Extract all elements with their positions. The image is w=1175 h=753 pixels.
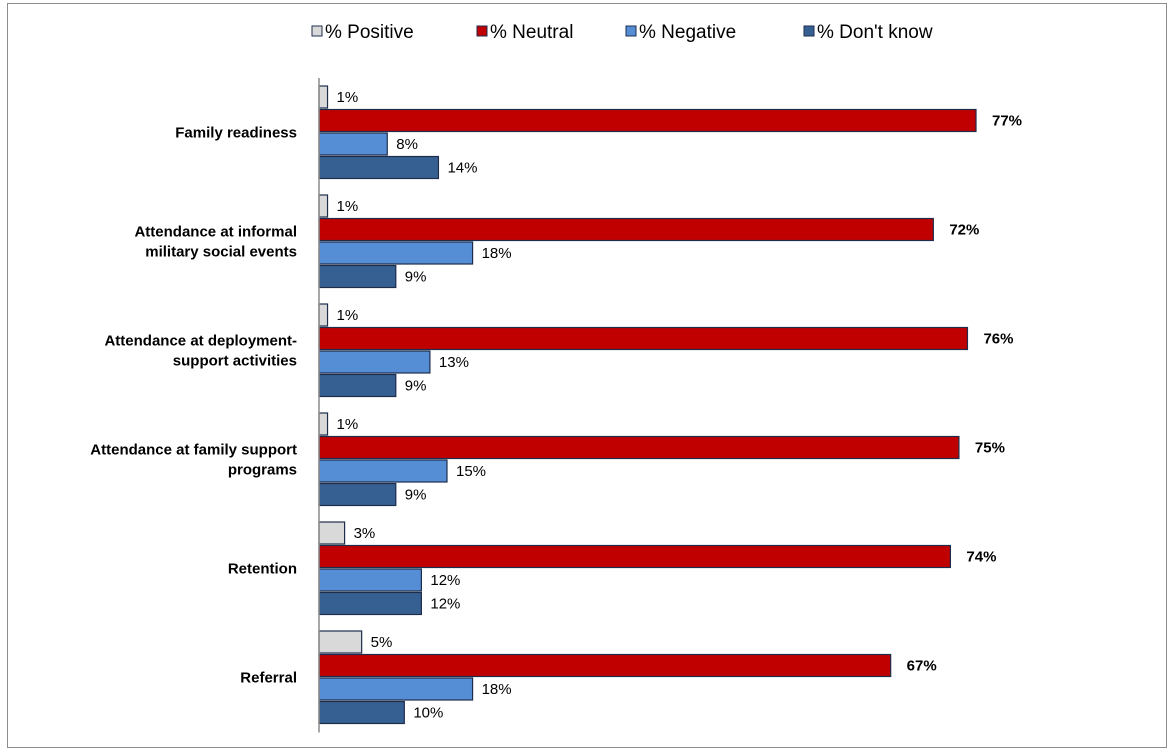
bar-2-4 xyxy=(318,264,397,289)
bar-3-2 xyxy=(318,326,969,351)
category-label-1: Family readiness xyxy=(175,124,297,141)
data-label-5-3: 12% xyxy=(430,572,460,589)
data-label-3-1: 1% xyxy=(337,307,359,324)
data-label-2-1: 1% xyxy=(337,198,359,215)
data-label-1-2: 77% xyxy=(992,113,1022,130)
bar-1-2 xyxy=(318,108,977,133)
bar-4-4 xyxy=(318,482,397,507)
legend-label-3: % Negative xyxy=(639,22,736,43)
category-labels: Family readiness Attendance at informal mi… xyxy=(90,124,297,686)
category-label-5: Retention xyxy=(228,560,297,577)
data-label-6-1: 5% xyxy=(371,634,393,651)
data-label-4-1: 1% xyxy=(337,416,359,433)
legend-swatch-4 xyxy=(803,25,815,37)
category-label-4: Attendance at family support programs xyxy=(90,441,297,478)
category-label-3: Attendance at deployment-support activit… xyxy=(104,332,297,369)
legend-label-4: % Don't know xyxy=(817,22,933,43)
data-label-2-2: 72% xyxy=(949,222,979,239)
data-label-4-4: 9% xyxy=(405,487,427,504)
data-label-4-3: 15% xyxy=(456,463,486,480)
bar-5-3 xyxy=(318,568,422,592)
data-label-1-4: 14% xyxy=(447,160,477,177)
legend-swatch-1 xyxy=(311,25,323,37)
data-label-6-4: 10% xyxy=(413,705,443,722)
data-label-3-2: 76% xyxy=(983,331,1013,348)
bar-5-1 xyxy=(318,521,346,545)
bar-4-2 xyxy=(318,435,960,460)
legend: % Positive % Neutral % Negative % Don't kno… xyxy=(311,22,933,43)
data-label-3-4: 9% xyxy=(405,378,427,395)
data-label-1-3: 8% xyxy=(396,136,418,153)
bar-4-1 xyxy=(318,412,329,436)
data-label-2-4: 9% xyxy=(405,269,427,286)
bar-6-4 xyxy=(318,700,405,725)
data-label-2-3: 18% xyxy=(482,245,512,262)
bar-6-2 xyxy=(318,653,892,678)
bar-4-3 xyxy=(318,459,448,483)
bar-6-1 xyxy=(318,630,363,654)
legend-swatch-3 xyxy=(625,25,637,37)
bar-6-3 xyxy=(318,677,474,701)
category-label-2: Attendance at informal military social ev… xyxy=(134,223,297,260)
bar-1-3 xyxy=(318,132,388,156)
bar-5-4 xyxy=(318,591,422,616)
data-label-1-1: 1% xyxy=(337,89,359,106)
legend-swatch-2 xyxy=(476,25,488,37)
data-label-6-2: 67% xyxy=(907,658,937,675)
bar-3-4 xyxy=(318,373,397,398)
bar-2-3 xyxy=(318,241,474,265)
data-label-5-1: 3% xyxy=(354,525,376,542)
legend-label-1: % Positive xyxy=(325,22,414,43)
bar-2-2 xyxy=(318,217,934,242)
data-label-5-2: 74% xyxy=(966,549,996,566)
bar-2-1 xyxy=(318,194,329,218)
data-label-3-3: 13% xyxy=(439,354,469,371)
bars: 1% 77% 8% 14% 1% 72% 18% 9% 1% 76% 13% 9% 1% 75% 15% 9%… xyxy=(318,85,1022,725)
bar-3-3 xyxy=(318,350,431,374)
legend-label-2: % Neutral xyxy=(490,22,573,43)
data-label-6-3: 18% xyxy=(482,681,512,698)
data-label-4-2: 75% xyxy=(975,440,1005,457)
bar-1-4 xyxy=(318,155,440,180)
category-label-6: Referral xyxy=(240,669,297,686)
bar-3-1 xyxy=(318,303,329,327)
bar-1-1 xyxy=(318,85,329,109)
data-label-5-4: 12% xyxy=(430,596,460,613)
bar-5-2 xyxy=(318,544,952,569)
